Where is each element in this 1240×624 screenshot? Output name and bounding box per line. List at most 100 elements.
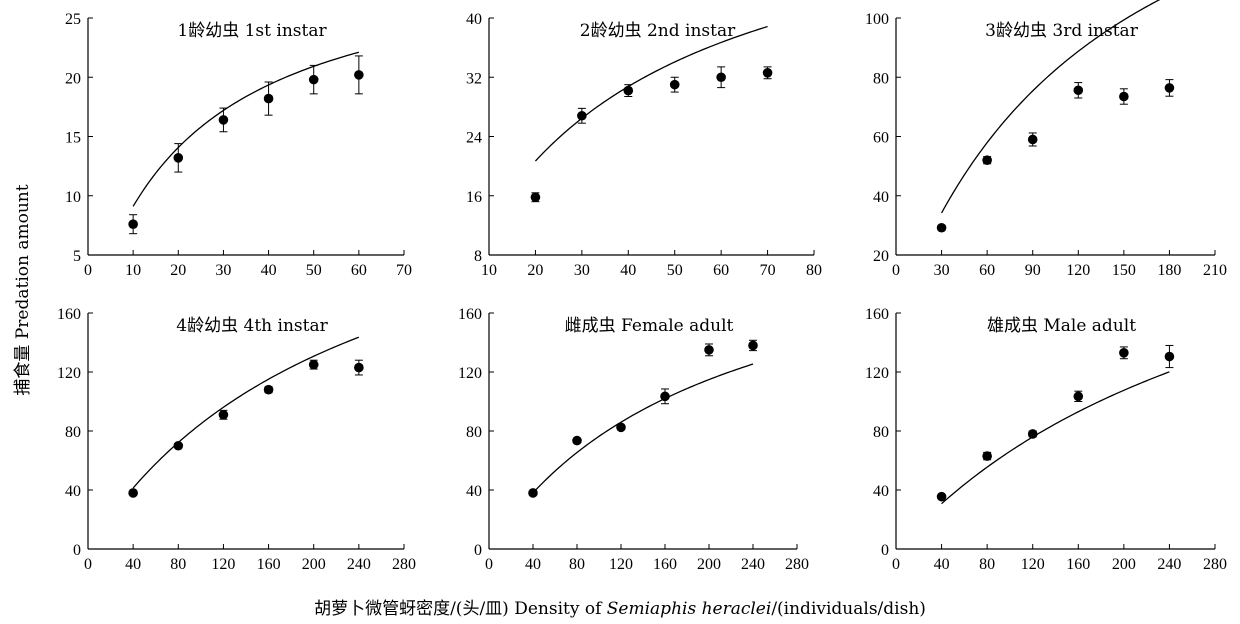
data-point bbox=[748, 340, 758, 351]
x-tick-label: 40 bbox=[934, 556, 950, 573]
x-tick-label: 40 bbox=[525, 556, 541, 573]
x-tick-label: 80 bbox=[170, 556, 186, 573]
x-tick-label: 0 bbox=[892, 262, 900, 279]
x-tick-label: 120 bbox=[1021, 556, 1045, 573]
y-tick-label: 80 bbox=[65, 424, 81, 441]
y-tick-label: 32 bbox=[466, 70, 482, 87]
data-point bbox=[936, 491, 947, 502]
data-point bbox=[1119, 91, 1129, 102]
x-tick-label: 160 bbox=[257, 556, 281, 573]
data-point bbox=[1119, 348, 1129, 358]
y-tick-label: 25 bbox=[65, 11, 81, 28]
data-point bbox=[308, 74, 319, 85]
x-tick-label: 120 bbox=[211, 556, 235, 573]
x-tick-label: 30 bbox=[215, 262, 231, 279]
x-tick-label: 20 bbox=[527, 262, 543, 279]
fit-curve bbox=[132, 336, 360, 489]
panel-title: 4龄幼虫 4th instar bbox=[176, 316, 328, 336]
x-tick-label: 160 bbox=[653, 556, 677, 573]
y-tick-label: 160 bbox=[458, 306, 482, 323]
x-tick-label: 30 bbox=[934, 262, 950, 279]
data-point bbox=[1164, 351, 1175, 362]
x-tick-label: 180 bbox=[1157, 262, 1181, 279]
y-tick-label: 10 bbox=[65, 189, 81, 206]
data-point bbox=[530, 192, 541, 203]
panel-title: 2龄幼虫 2nd instar bbox=[580, 21, 736, 41]
y-tick-label: 5 bbox=[73, 248, 81, 265]
fit-curve bbox=[941, 371, 1170, 505]
data-point bbox=[716, 72, 726, 83]
y-tick-label: 0 bbox=[474, 542, 482, 559]
x-tick-label: 70 bbox=[396, 262, 412, 279]
x-tick-label: 120 bbox=[1066, 262, 1090, 279]
data-point bbox=[982, 155, 992, 165]
x-tick-label: 240 bbox=[347, 556, 371, 573]
fit-curve bbox=[532, 363, 754, 494]
panel-title: 3龄幼虫 3rd instar bbox=[985, 21, 1139, 41]
x-tick-label: 280 bbox=[392, 556, 416, 573]
data-point bbox=[354, 362, 364, 373]
data-point bbox=[982, 451, 992, 461]
y-tick-label: 40 bbox=[466, 483, 482, 500]
x-tick-label: 80 bbox=[979, 556, 995, 573]
data-point bbox=[1027, 429, 1038, 439]
panels: 0 10 20 30 40 50 60 70 5 10 15 20 25 1龄幼虫 1st instar 1… bbox=[57, 0, 1227, 573]
x-axis-label: 胡萝卜微管蚜密度/(头/皿) Density of Semiaphis hera… bbox=[314, 599, 926, 619]
data-point bbox=[704, 345, 714, 355]
x-tick-label: 240 bbox=[741, 556, 765, 573]
y-tick-label: 8 bbox=[474, 248, 482, 265]
panel-title: 1龄幼虫 1st instar bbox=[177, 21, 327, 41]
y-tick-label: 120 bbox=[458, 365, 482, 382]
data-point bbox=[173, 440, 184, 451]
y-tick-label: 40 bbox=[873, 483, 889, 500]
x-tick-label: 60 bbox=[351, 262, 367, 279]
y-tick-label: 100 bbox=[865, 11, 889, 28]
panel-4: 0 40 80 120 160 200 240 280 0 40 80 120 160 4龄幼虫 4th … bbox=[57, 306, 416, 573]
y-tick-label: 60 bbox=[873, 130, 889, 147]
x-axis-label-suffix: /(individuals/dish) bbox=[771, 599, 926, 619]
data-point bbox=[528, 488, 538, 498]
data-point bbox=[623, 85, 634, 96]
y-tick-label: 80 bbox=[873, 424, 889, 441]
x-tick-label: 70 bbox=[760, 262, 776, 279]
y-tick-label: 160 bbox=[57, 306, 81, 323]
x-tick-label: 50 bbox=[667, 262, 683, 279]
data-point bbox=[263, 93, 274, 104]
x-tick-label: 40 bbox=[620, 262, 636, 279]
data-point bbox=[354, 70, 364, 80]
data-point bbox=[128, 488, 138, 498]
data-point bbox=[936, 222, 947, 233]
fit-curve bbox=[534, 25, 768, 162]
data-point bbox=[218, 409, 229, 420]
x-tick-label: 0 bbox=[892, 556, 900, 573]
data-point bbox=[669, 79, 680, 90]
data-point bbox=[616, 422, 626, 433]
data-point bbox=[218, 115, 229, 125]
x-tick-label: 0 bbox=[84, 556, 92, 573]
fit-curve bbox=[941, 0, 1161, 214]
x-tick-label: 280 bbox=[785, 556, 809, 573]
x-tick-label: 60 bbox=[713, 262, 729, 279]
panel-1: 0 10 20 30 40 50 60 70 5 10 15 20 25 1龄幼虫 1st instar bbox=[65, 11, 412, 279]
data-point bbox=[1073, 391, 1084, 402]
x-tick-label: 150 bbox=[1112, 262, 1136, 279]
y-tick-label: 120 bbox=[865, 365, 889, 382]
x-tick-label: 160 bbox=[1066, 556, 1090, 573]
x-tick-label: 40 bbox=[125, 556, 141, 573]
y-tick-label: 20 bbox=[873, 248, 889, 265]
y-tick-label: 80 bbox=[466, 424, 482, 441]
y-axis-label: 捕食量 Predation amount bbox=[13, 184, 33, 395]
x-tick-label: 200 bbox=[1112, 556, 1136, 573]
x-tick-label: 240 bbox=[1157, 556, 1181, 573]
data-point bbox=[1027, 134, 1038, 145]
data-point bbox=[762, 68, 773, 78]
y-tick-label: 40 bbox=[65, 483, 81, 500]
data-point bbox=[572, 435, 582, 446]
panel-3: 0 30 60 90 120 150 180 210 20 40 60 80 100 3龄幼虫 3rd i… bbox=[865, 0, 1227, 279]
data-point bbox=[1073, 85, 1084, 96]
y-tick-label: 20 bbox=[65, 70, 81, 87]
x-tick-label: 60 bbox=[979, 262, 995, 279]
x-tick-label: 120 bbox=[609, 556, 633, 573]
x-tick-label: 200 bbox=[697, 556, 721, 573]
